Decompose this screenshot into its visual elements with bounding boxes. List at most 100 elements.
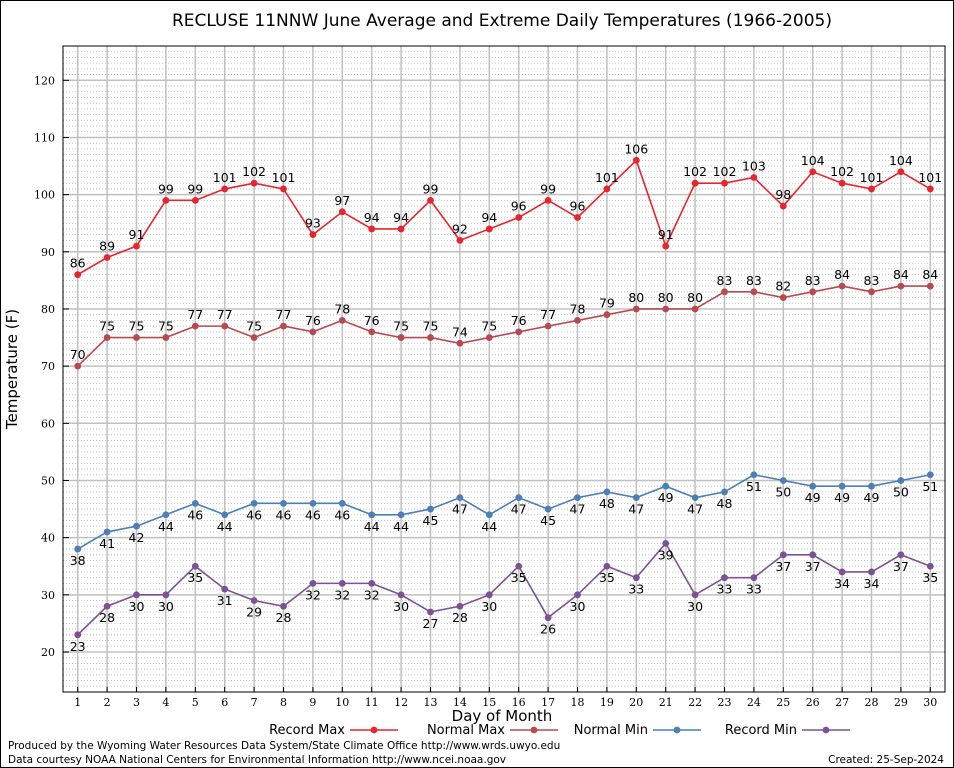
data-point: [456, 236, 464, 244]
data-label: 77: [217, 307, 233, 322]
data-point: [427, 334, 434, 341]
data-point: [162, 511, 170, 519]
x-tick-label: 23: [718, 696, 732, 709]
data-point: [191, 499, 199, 507]
data-point: [721, 488, 728, 496]
data-point: [926, 282, 934, 290]
data-label: 46: [187, 507, 203, 522]
data-point: [309, 579, 317, 587]
data-point: [309, 499, 317, 507]
data-label: 70: [70, 347, 86, 362]
x-tick-label: 2: [104, 696, 111, 709]
data-point: [868, 185, 875, 193]
data-point: [691, 494, 699, 502]
data-label: 47: [570, 502, 586, 517]
x-axis-label: Day of Month: [452, 707, 553, 725]
data-point: [250, 597, 258, 604]
data-point: [162, 334, 170, 341]
footer-created-date: Created: 25-Sep-2024: [828, 754, 944, 766]
data-point: [74, 545, 82, 553]
legend-item: Record Min: [725, 723, 850, 738]
data-label: 47: [687, 502, 703, 517]
data-label: 35: [599, 570, 615, 585]
data-point: [750, 574, 758, 582]
x-tick-label: 9: [309, 696, 316, 709]
chart-title: RECLUSE 11NNW June Average and Extreme D…: [172, 11, 832, 31]
data-point: [779, 551, 787, 559]
data-point: [456, 494, 464, 502]
data-label: 99: [540, 181, 556, 196]
data-point: [74, 362, 82, 370]
data-label: 84: [893, 267, 909, 282]
data-label: 75: [393, 319, 409, 334]
data-label: 47: [452, 502, 468, 517]
data-label: 91: [129, 227, 145, 242]
data-label: 75: [423, 319, 439, 334]
data-point: [544, 505, 552, 513]
series-line: [77, 158, 931, 276]
data-label: 49: [805, 490, 821, 505]
plot-area: [63, 46, 945, 692]
x-tick-label: 7: [251, 696, 258, 709]
data-label: 83: [805, 273, 821, 288]
data-point: [191, 322, 199, 330]
x-tick-label: 25: [776, 696, 790, 709]
y-axis-ticks: 20 30 40 50 60 70 80 90 100 110 120: [34, 74, 69, 659]
data-label: 78: [334, 301, 350, 316]
data-label: 101: [595, 170, 619, 185]
data-point: [485, 334, 493, 341]
data-label: 30: [481, 599, 497, 614]
x-tick-label: 26: [806, 696, 820, 709]
data-label: 37: [805, 559, 821, 574]
series-line: [77, 541, 931, 636]
y-tick-label: 100: [34, 189, 55, 202]
data-label: 98: [775, 187, 791, 202]
data-point: [750, 471, 758, 479]
data-label: 32: [364, 587, 380, 602]
data-label: 28: [452, 610, 468, 625]
y-tick-label: 70: [41, 360, 55, 373]
data-label: 49: [864, 490, 880, 505]
data-point: [838, 179, 846, 187]
x-tick-label: 17: [541, 696, 555, 709]
data-point: [485, 591, 493, 599]
data-point: [250, 499, 258, 507]
legend-label: Normal Min: [574, 723, 648, 738]
data-label: 32: [305, 587, 321, 602]
data-label: 104: [801, 153, 825, 168]
data-label: 102: [683, 164, 707, 179]
data-label: 31: [217, 593, 233, 608]
data-point: [103, 334, 111, 341]
series-layer: 86 89 91 99 99 101 102 101 93 97 94 94 99 92 94 96 99 96 1…: [70, 141, 942, 653]
data-point: [632, 156, 640, 164]
data-label: 96: [570, 199, 586, 214]
x-tick-label: 28: [865, 696, 879, 709]
series-line: [77, 473, 931, 550]
data-point: [721, 179, 728, 187]
data-point: [544, 196, 552, 204]
series-line: [77, 285, 931, 367]
data-label: 45: [540, 513, 556, 528]
data-label: 92: [452, 221, 468, 236]
data-label: 28: [99, 610, 115, 625]
data-label: 93: [305, 216, 321, 231]
data-point: [309, 328, 317, 336]
data-label: 101: [860, 170, 884, 185]
data-point: [221, 585, 229, 593]
legend-label: Normal Max: [427, 723, 505, 738]
data-label: 94: [364, 210, 380, 225]
data-point: [926, 471, 934, 479]
data-label: 86: [70, 256, 86, 271]
data-point: [897, 551, 905, 559]
data-label: 102: [830, 164, 854, 179]
data-label: 30: [687, 599, 703, 614]
data-point: [427, 505, 434, 513]
data-point: [838, 482, 846, 490]
data-label: 76: [364, 313, 380, 328]
x-axis-ticks: 1 2 3 4 5 6 7 8 9 10 11 12 13 14 15 16 17 18 19 20 21 22 23 24 2…: [74, 687, 937, 709]
data-label: 45: [423, 513, 439, 528]
data-label: 28: [276, 610, 292, 625]
data-point: [926, 562, 934, 570]
data-point: [191, 196, 199, 204]
data-point: [515, 494, 523, 502]
